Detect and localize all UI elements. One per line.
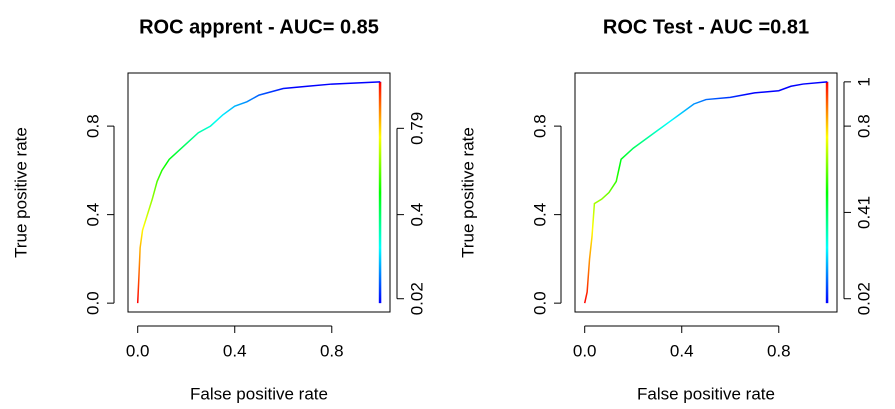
y2-tick-label: 1 bbox=[854, 77, 873, 86]
plot-box bbox=[574, 72, 838, 313]
y-axis-label: True positive rate bbox=[458, 127, 477, 258]
panel: ROC apprent - AUC= 0.85 False positive ra… bbox=[11, 16, 426, 403]
y2-tick-label: 0.8 bbox=[854, 114, 873, 138]
y-tick-label: 0.0 bbox=[530, 291, 549, 315]
plot-box bbox=[127, 72, 391, 313]
x-tick-label: 0.8 bbox=[320, 341, 344, 360]
chart-title: ROC apprent - AUC= 0.85 bbox=[139, 16, 379, 38]
y-tick-label: 0.4 bbox=[83, 203, 102, 227]
y2-tick-label: 0.41 bbox=[854, 196, 873, 229]
x-tick-label: 0.4 bbox=[670, 341, 694, 360]
panel: ROC Test - AUC =0.81 False positive rate T… bbox=[458, 16, 873, 403]
y2-tick-label: 0.4 bbox=[407, 203, 426, 227]
x-tick-label: 0.0 bbox=[126, 341, 150, 360]
roc-curve bbox=[136, 81, 381, 304]
y-axis-label: True positive rate bbox=[11, 127, 30, 258]
y2-tick-label: 0.02 bbox=[407, 282, 426, 315]
chart-title: ROC Test - AUC =0.81 bbox=[603, 16, 809, 38]
colorbar bbox=[378, 81, 382, 304]
x-tick-label: 0.0 bbox=[573, 341, 597, 360]
roc-curve bbox=[583, 81, 828, 304]
y-tick-label: 0.0 bbox=[83, 291, 102, 315]
colorbar bbox=[825, 81, 829, 304]
x-tick-label: 0.4 bbox=[223, 341, 247, 360]
y-tick-label: 0.8 bbox=[530, 114, 549, 138]
x-axis-label: False positive rate bbox=[637, 384, 775, 403]
y2-tick-label: 0.02 bbox=[854, 282, 873, 315]
y2-tick-label: 0.79 bbox=[407, 112, 426, 145]
x-axis-label: False positive rate bbox=[190, 384, 328, 403]
y-tick-label: 0.8 bbox=[83, 114, 102, 138]
y-tick-label: 0.4 bbox=[530, 203, 549, 227]
x-tick-label: 0.8 bbox=[767, 341, 791, 360]
